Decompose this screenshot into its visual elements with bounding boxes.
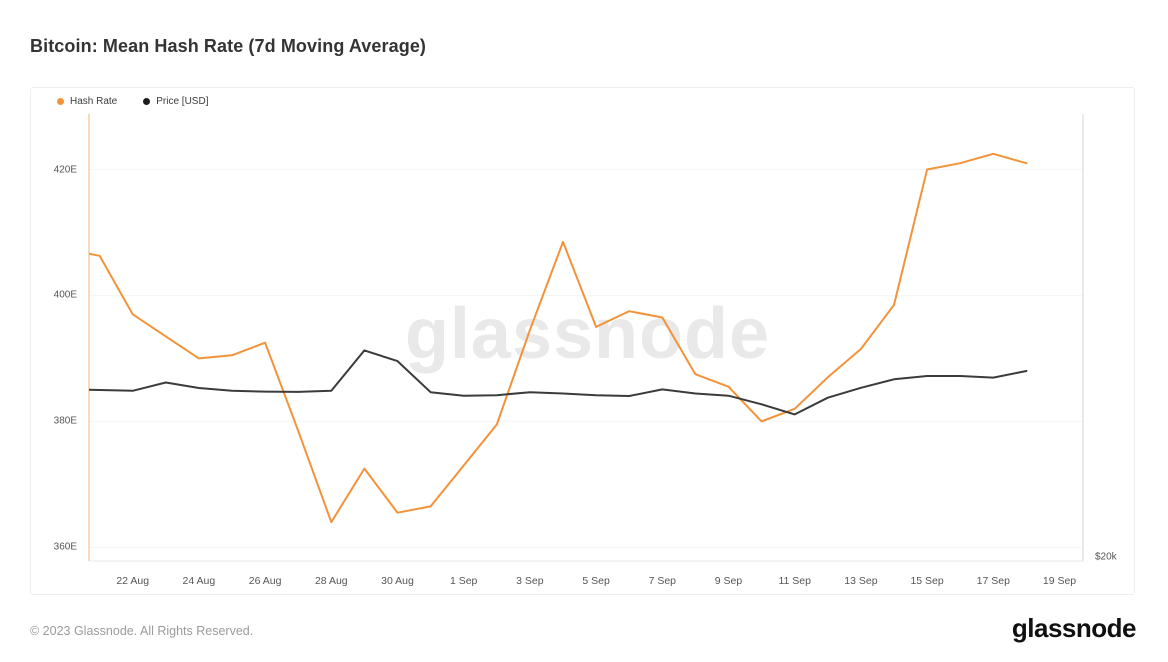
x-axis-label: 9 Sep [714, 575, 743, 587]
x-axis-label: 17 Sep [976, 575, 1010, 587]
price-dot-icon [143, 98, 151, 105]
chart-plot-area[interactable] [31, 88, 1134, 594]
x-axis-label: 7 Sep [648, 575, 677, 587]
x-axis-label: 28 Aug [314, 575, 348, 587]
y-axis-label: 420E [53, 164, 77, 175]
footer-copyright: © 2023 Glassnode. All Rights Reserved. [30, 624, 254, 638]
legend-item-price[interactable]: Price [USD] [143, 96, 208, 107]
hash-rate-dot-icon [57, 98, 64, 105]
x-axis-label: 3 Sep [516, 575, 544, 587]
x-axis-label: 15 Sep [910, 575, 944, 587]
y-axis-right-label: $20k [1095, 551, 1117, 563]
legend-label-hash-rate: Hash Rate [70, 96, 118, 107]
legend-item-hash-rate[interactable]: Hash Rate [57, 96, 117, 107]
page-title: Bitcoin: Mean Hash Rate (7d Moving Avera… [30, 36, 427, 56]
x-axis-label: 1 Sep [449, 575, 478, 587]
x-axis-label: 5 Sep [582, 575, 610, 587]
legend-label-price: Price [USD] [156, 96, 209, 107]
chart-card: Hash Rate Price [USD] glassnode 420E 400E… [30, 87, 1135, 595]
y-axis-label: 380E [53, 415, 77, 427]
series-line-price-usd-[interactable] [67, 349, 1028, 416]
x-axis-label: 24 Aug [182, 575, 216, 587]
x-axis-label: 11 Sep [778, 575, 811, 587]
series-line-hash-rate[interactable] [67, 152, 1028, 524]
x-axis-label: 26 Aug [248, 575, 282, 587]
x-axis-label: 19 Sep [1042, 575, 1077, 587]
x-axis-label: 13 Sep [844, 575, 878, 587]
x-axis-label: 22 Aug [116, 575, 150, 587]
chart-legend: Hash Rate Price [USD] [57, 96, 208, 107]
glassnode-logo: glassnode [1011, 613, 1137, 643]
y-axis-label: 360E [53, 541, 77, 553]
y-axis-label: 400E [53, 289, 77, 301]
x-axis-label: 30 Aug [381, 575, 414, 587]
